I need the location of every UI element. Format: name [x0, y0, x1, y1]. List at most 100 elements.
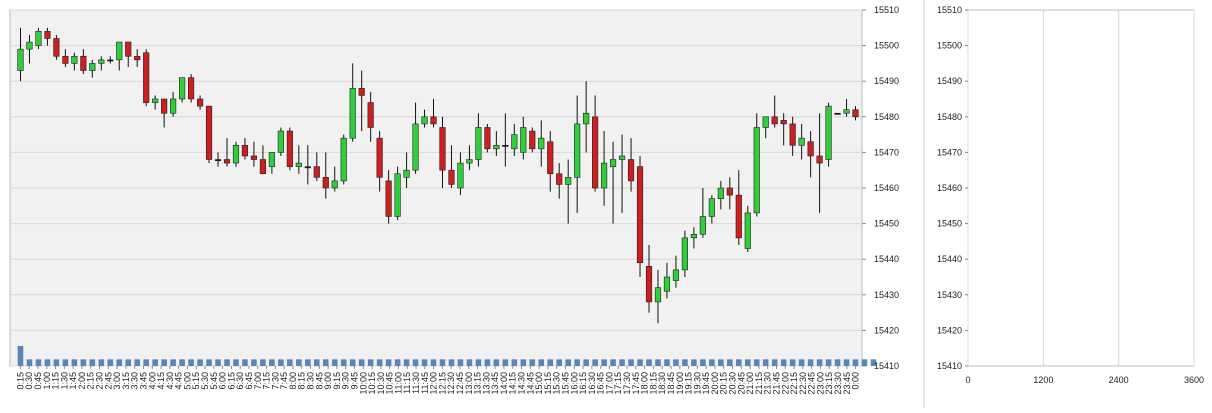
time-tick-label: 21:15 — [754, 372, 764, 395]
profile-volume-tick-label: 2400 — [1109, 375, 1129, 385]
candle-body — [259, 159, 266, 175]
profile-price-tick-label: 15430 — [937, 290, 962, 300]
candle-body — [421, 116, 428, 125]
volume-bar — [251, 359, 257, 366]
candle-body — [98, 59, 105, 64]
candle-body — [89, 63, 96, 71]
volume-bar — [637, 359, 643, 366]
volume-bar — [565, 359, 571, 366]
volume-bar — [412, 359, 419, 366]
time-tick-label: 1:15 — [51, 372, 61, 390]
volume-bar — [44, 359, 51, 366]
volume-bar — [466, 359, 473, 366]
volume-bar — [538, 359, 545, 366]
time-tick-label: 19:45 — [701, 372, 711, 395]
time-tick-label: 8:45 — [314, 372, 324, 390]
candle-body — [574, 123, 581, 178]
volume-bar — [448, 359, 455, 366]
time-tick-label: 8:30 — [306, 372, 316, 390]
candle-body — [834, 112, 841, 115]
volume-bar — [861, 359, 868, 366]
candle-body — [807, 141, 814, 157]
volume-bar — [340, 359, 347, 366]
candle-body — [394, 173, 401, 217]
candle-body — [304, 166, 311, 169]
time-tick-label: 4:30 — [165, 372, 175, 390]
time-tick-label: 3:00 — [112, 372, 122, 390]
volume-bar — [269, 359, 275, 366]
volume-bar — [161, 359, 167, 366]
candle-body — [412, 123, 419, 171]
volume-bar — [358, 359, 365, 366]
time-tick-label: 15:45 — [560, 372, 570, 395]
price-tick-label: 15460 — [874, 183, 899, 193]
price-tick-label: 15480 — [874, 112, 899, 122]
profile-price-tick-label: 15500 — [937, 41, 962, 51]
volume-bar — [62, 359, 69, 366]
time-tick-label: 18:30 — [657, 372, 667, 395]
volume-bar — [780, 359, 787, 366]
candle-body — [313, 166, 320, 178]
time-tick-label: 6:15 — [226, 372, 236, 390]
volume-bar — [843, 359, 850, 366]
volume-bar — [305, 359, 311, 366]
time-tick-label: 21:45 — [771, 372, 781, 395]
time-tick-label: 10:45 — [385, 372, 395, 395]
time-tick-label: 12:45 — [455, 372, 465, 395]
time-tick-label: 0:45 — [33, 372, 43, 390]
price-tick-label: 15490 — [874, 76, 899, 86]
time-tick-label: 4:00 — [147, 372, 157, 390]
profile-volume-axis: 0 1200 2400 3600 — [965, 375, 1204, 385]
candle-body — [44, 31, 51, 39]
price-tick-label: 15430 — [874, 290, 899, 300]
candle-body — [214, 159, 222, 162]
candle-body — [107, 59, 114, 62]
candle-body — [636, 166, 644, 264]
price-tick-label: 15470 — [874, 147, 899, 157]
time-tick-label: 16:45 — [596, 372, 606, 395]
volume-bar — [125, 359, 132, 366]
volume-bar — [852, 359, 859, 366]
price-tick-label: 15510 — [874, 5, 899, 15]
candle-body — [726, 187, 733, 196]
volume-bar — [771, 359, 778, 366]
volume-bar — [718, 359, 724, 366]
volume-bar — [170, 359, 176, 366]
time-tick-label: 1:30 — [59, 372, 69, 390]
candle-body — [618, 155, 626, 160]
candle-body — [205, 105, 213, 160]
candle-body — [457, 162, 464, 189]
volume-bar — [628, 359, 634, 366]
time-tick-label: 12:30 — [446, 372, 456, 395]
candle-body — [681, 237, 688, 271]
volume-bar — [502, 359, 509, 366]
time-tick-label: 7:45 — [279, 372, 289, 390]
volume-bar — [816, 359, 823, 366]
candle-body — [592, 116, 599, 189]
volume-bar — [188, 359, 194, 366]
time-tick-label: 0:30 — [24, 372, 34, 390]
price-tick-label: 15420 — [874, 325, 899, 335]
time-tick-label: 3:45 — [138, 372, 148, 390]
candle-body — [672, 269, 680, 281]
volume-bar — [367, 359, 374, 366]
candle-body — [735, 194, 742, 239]
candle-body — [349, 88, 356, 139]
time-tick-label: 5:45 — [209, 372, 219, 390]
volume-bar — [71, 359, 78, 366]
time-tick-label: 7:00 — [253, 372, 263, 390]
candle-body — [556, 173, 563, 185]
candle-body — [843, 109, 850, 114]
volume-bar — [376, 359, 383, 366]
volume-bar — [322, 359, 329, 366]
time-tick-label: 22:00 — [780, 372, 790, 395]
profile-volume-tick-label: 3600 — [1184, 375, 1204, 385]
time-tick-label: 20:30 — [728, 372, 738, 395]
time-tick-label: 22:45 — [807, 372, 817, 395]
time-tick-label: 9:00 — [323, 372, 333, 390]
candle-body — [690, 233, 697, 239]
time-tick-label: 12:00 — [429, 372, 439, 395]
time-tick-label: 20:15 — [719, 372, 729, 395]
time-tick-label: 2:00 — [77, 372, 87, 390]
